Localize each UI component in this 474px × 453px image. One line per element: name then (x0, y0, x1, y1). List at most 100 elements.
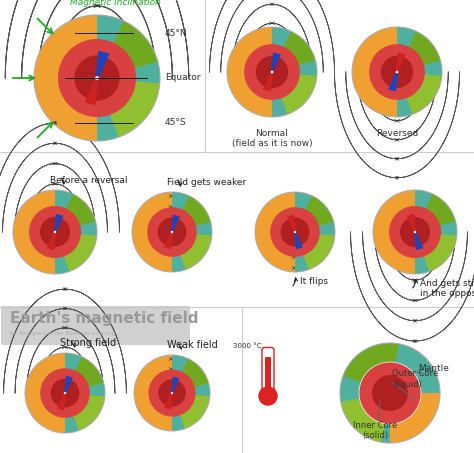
Polygon shape (271, 53, 281, 72)
Wedge shape (97, 78, 160, 137)
Circle shape (171, 231, 173, 233)
Polygon shape (164, 393, 173, 410)
Text: Inner Core
(solid): Inner Core (solid) (353, 420, 397, 440)
Text: Mantle: Mantle (418, 364, 449, 373)
Text: It flips: It flips (300, 277, 328, 286)
Polygon shape (171, 376, 180, 393)
Circle shape (256, 56, 288, 88)
Circle shape (74, 55, 119, 101)
Circle shape (54, 231, 56, 233)
Circle shape (381, 56, 413, 88)
Wedge shape (172, 359, 209, 393)
Text: by Annique van der Boon via s-ink.org: by Annique van der Boon via s-ink.org (10, 331, 115, 336)
Circle shape (396, 71, 398, 73)
Circle shape (359, 362, 421, 424)
Circle shape (373, 190, 457, 274)
Wedge shape (65, 353, 105, 433)
Wedge shape (97, 21, 158, 78)
Circle shape (25, 353, 105, 433)
Polygon shape (294, 232, 303, 249)
Circle shape (400, 217, 430, 247)
Wedge shape (172, 192, 212, 272)
Circle shape (352, 27, 442, 117)
Circle shape (414, 231, 416, 233)
Wedge shape (55, 232, 97, 271)
FancyBboxPatch shape (265, 357, 271, 389)
Wedge shape (340, 343, 440, 443)
Circle shape (158, 379, 186, 407)
Polygon shape (396, 53, 406, 72)
Circle shape (281, 217, 310, 246)
Text: And gets stronger
in the opposite direction: And gets stronger in the opposite direct… (420, 279, 474, 299)
Wedge shape (343, 343, 399, 393)
Polygon shape (263, 72, 273, 92)
Circle shape (340, 343, 440, 443)
Wedge shape (172, 393, 210, 429)
Text: Field gets weaker: Field gets weaker (167, 178, 246, 187)
Wedge shape (295, 196, 334, 232)
Circle shape (157, 217, 186, 246)
Wedge shape (415, 190, 457, 274)
Circle shape (95, 76, 99, 80)
Text: Earth's magnetic field: Earth's magnetic field (10, 312, 199, 327)
Circle shape (372, 375, 408, 411)
Circle shape (134, 355, 210, 431)
Polygon shape (287, 215, 296, 232)
Circle shape (171, 392, 173, 394)
FancyBboxPatch shape (1, 306, 190, 345)
Circle shape (29, 206, 81, 258)
Text: Outer Core
(liquid): Outer Core (liquid) (392, 369, 438, 389)
Polygon shape (54, 214, 63, 232)
Text: Reversed: Reversed (376, 129, 418, 138)
Polygon shape (57, 393, 66, 410)
Wedge shape (295, 232, 335, 270)
Polygon shape (64, 376, 73, 393)
Wedge shape (415, 194, 456, 232)
Wedge shape (295, 192, 335, 272)
Circle shape (147, 207, 197, 257)
Wedge shape (415, 232, 457, 271)
Circle shape (51, 379, 80, 407)
Text: Strong field: Strong field (60, 338, 116, 348)
Wedge shape (397, 72, 442, 114)
Text: Magnetic inclination: Magnetic inclination (70, 0, 160, 7)
Polygon shape (407, 214, 416, 232)
Circle shape (270, 207, 320, 257)
Polygon shape (95, 51, 109, 78)
Wedge shape (172, 232, 212, 270)
Text: Weak field: Weak field (167, 340, 218, 350)
Circle shape (13, 190, 97, 274)
Wedge shape (397, 31, 440, 72)
Wedge shape (97, 15, 160, 141)
Polygon shape (84, 77, 99, 106)
Polygon shape (414, 231, 423, 250)
Circle shape (132, 192, 212, 272)
Circle shape (40, 368, 90, 418)
Circle shape (369, 44, 425, 100)
Text: Equator: Equator (165, 73, 201, 82)
Text: 3000 °C: 3000 °C (234, 343, 262, 349)
Polygon shape (171, 215, 180, 232)
Circle shape (40, 217, 70, 247)
FancyBboxPatch shape (262, 347, 274, 395)
Wedge shape (172, 355, 210, 431)
Wedge shape (397, 27, 442, 117)
Circle shape (227, 27, 317, 117)
Circle shape (34, 15, 160, 141)
Text: 45°N: 45°N (165, 29, 188, 38)
Wedge shape (272, 72, 317, 114)
Circle shape (255, 192, 335, 272)
Text: 45°S: 45°S (165, 118, 187, 127)
Polygon shape (388, 72, 398, 92)
Wedge shape (65, 393, 105, 431)
Wedge shape (272, 27, 317, 117)
Text: Before a reversal: Before a reversal (50, 176, 128, 185)
Wedge shape (272, 31, 316, 72)
Polygon shape (164, 232, 173, 249)
Text: Normal
(field as it is now): Normal (field as it is now) (232, 129, 312, 149)
Circle shape (244, 44, 300, 100)
Circle shape (259, 387, 277, 405)
Wedge shape (172, 196, 210, 232)
Circle shape (271, 71, 273, 73)
Polygon shape (47, 231, 56, 250)
